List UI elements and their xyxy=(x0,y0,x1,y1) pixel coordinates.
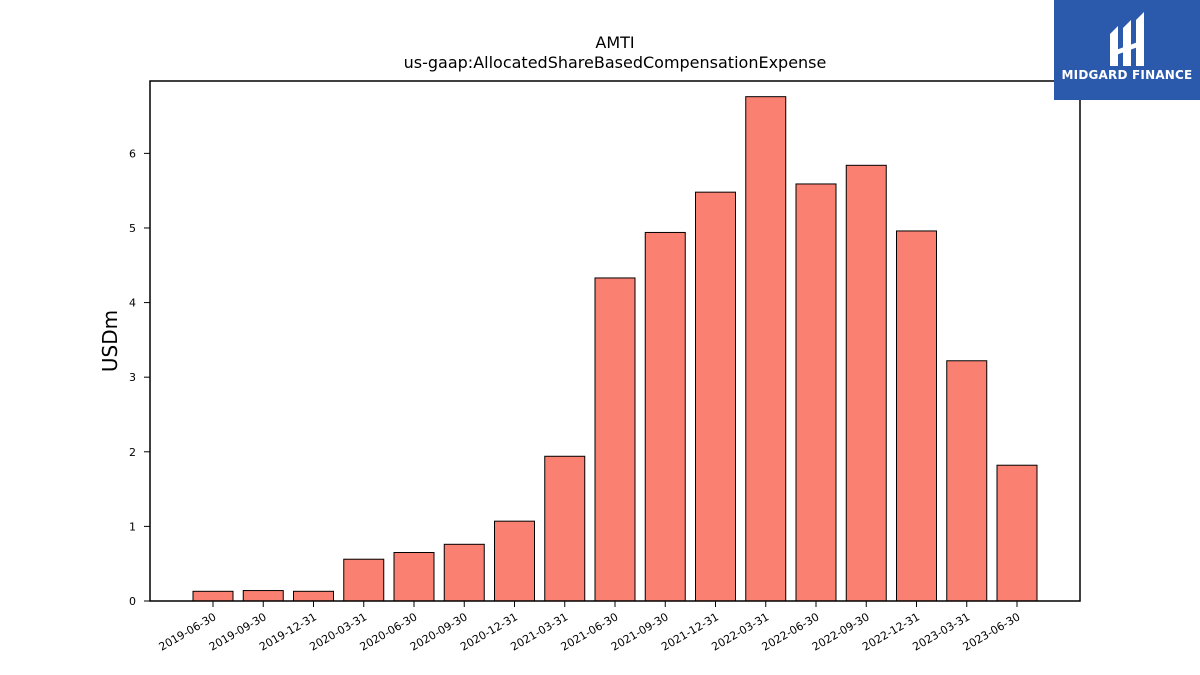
bar-2020-12-31 xyxy=(494,520,535,602)
bar-2020-09-30 xyxy=(443,543,485,602)
x-ticks-group: 2019-06-302019-09-302019-12-312020-03-31… xyxy=(157,601,1023,654)
bar-2019-06-30 xyxy=(192,590,234,602)
x-tick-label: 2023-06-30 xyxy=(961,610,1023,653)
brand-logo: MIDGARD FINANCE xyxy=(1054,0,1200,100)
bar-2021-09-30 xyxy=(644,231,686,602)
y-tick-label: 4 xyxy=(129,297,136,310)
midgard-logo-icon xyxy=(1054,0,1200,100)
y-ticks-group: 0 1 2 3 4 5 6 xyxy=(129,147,150,608)
y-tick-label: 6 xyxy=(129,147,136,160)
y-tick-label: 5 xyxy=(129,222,136,235)
bar-2021-06-30 xyxy=(594,277,636,602)
brand-name: MIDGARD FINANCE xyxy=(1061,68,1193,82)
y-axis-label: USDm xyxy=(98,310,122,372)
y-tick-label: 0 xyxy=(129,595,136,608)
bar-2020-03-31 xyxy=(343,558,385,602)
bar-2022-12-31 xyxy=(896,230,937,602)
bar-2021-12-31 xyxy=(695,191,736,602)
y-tick-label: 1 xyxy=(129,520,136,533)
bar-2021-03-31 xyxy=(544,455,586,602)
bar-2019-09-30 xyxy=(242,590,284,602)
bar-2020-06-30 xyxy=(393,552,435,602)
bar-2019-12-31 xyxy=(293,590,334,602)
bar-2022-09-30 xyxy=(845,164,887,602)
plot-frame xyxy=(149,80,1081,602)
chart-title: AMTI xyxy=(595,33,634,52)
y-tick-label: 2 xyxy=(129,446,136,459)
bar-2022-03-31 xyxy=(745,96,787,602)
y-tick-label: 3 xyxy=(129,371,136,384)
bar-2023-06-30 xyxy=(996,464,1038,602)
bar-2022-06-30 xyxy=(795,183,837,602)
bar-2023-03-31 xyxy=(946,360,988,602)
chart-subtitle: us-gaap:AllocatedShareBasedCompensationE… xyxy=(404,53,827,72)
bars-group xyxy=(192,96,1038,602)
